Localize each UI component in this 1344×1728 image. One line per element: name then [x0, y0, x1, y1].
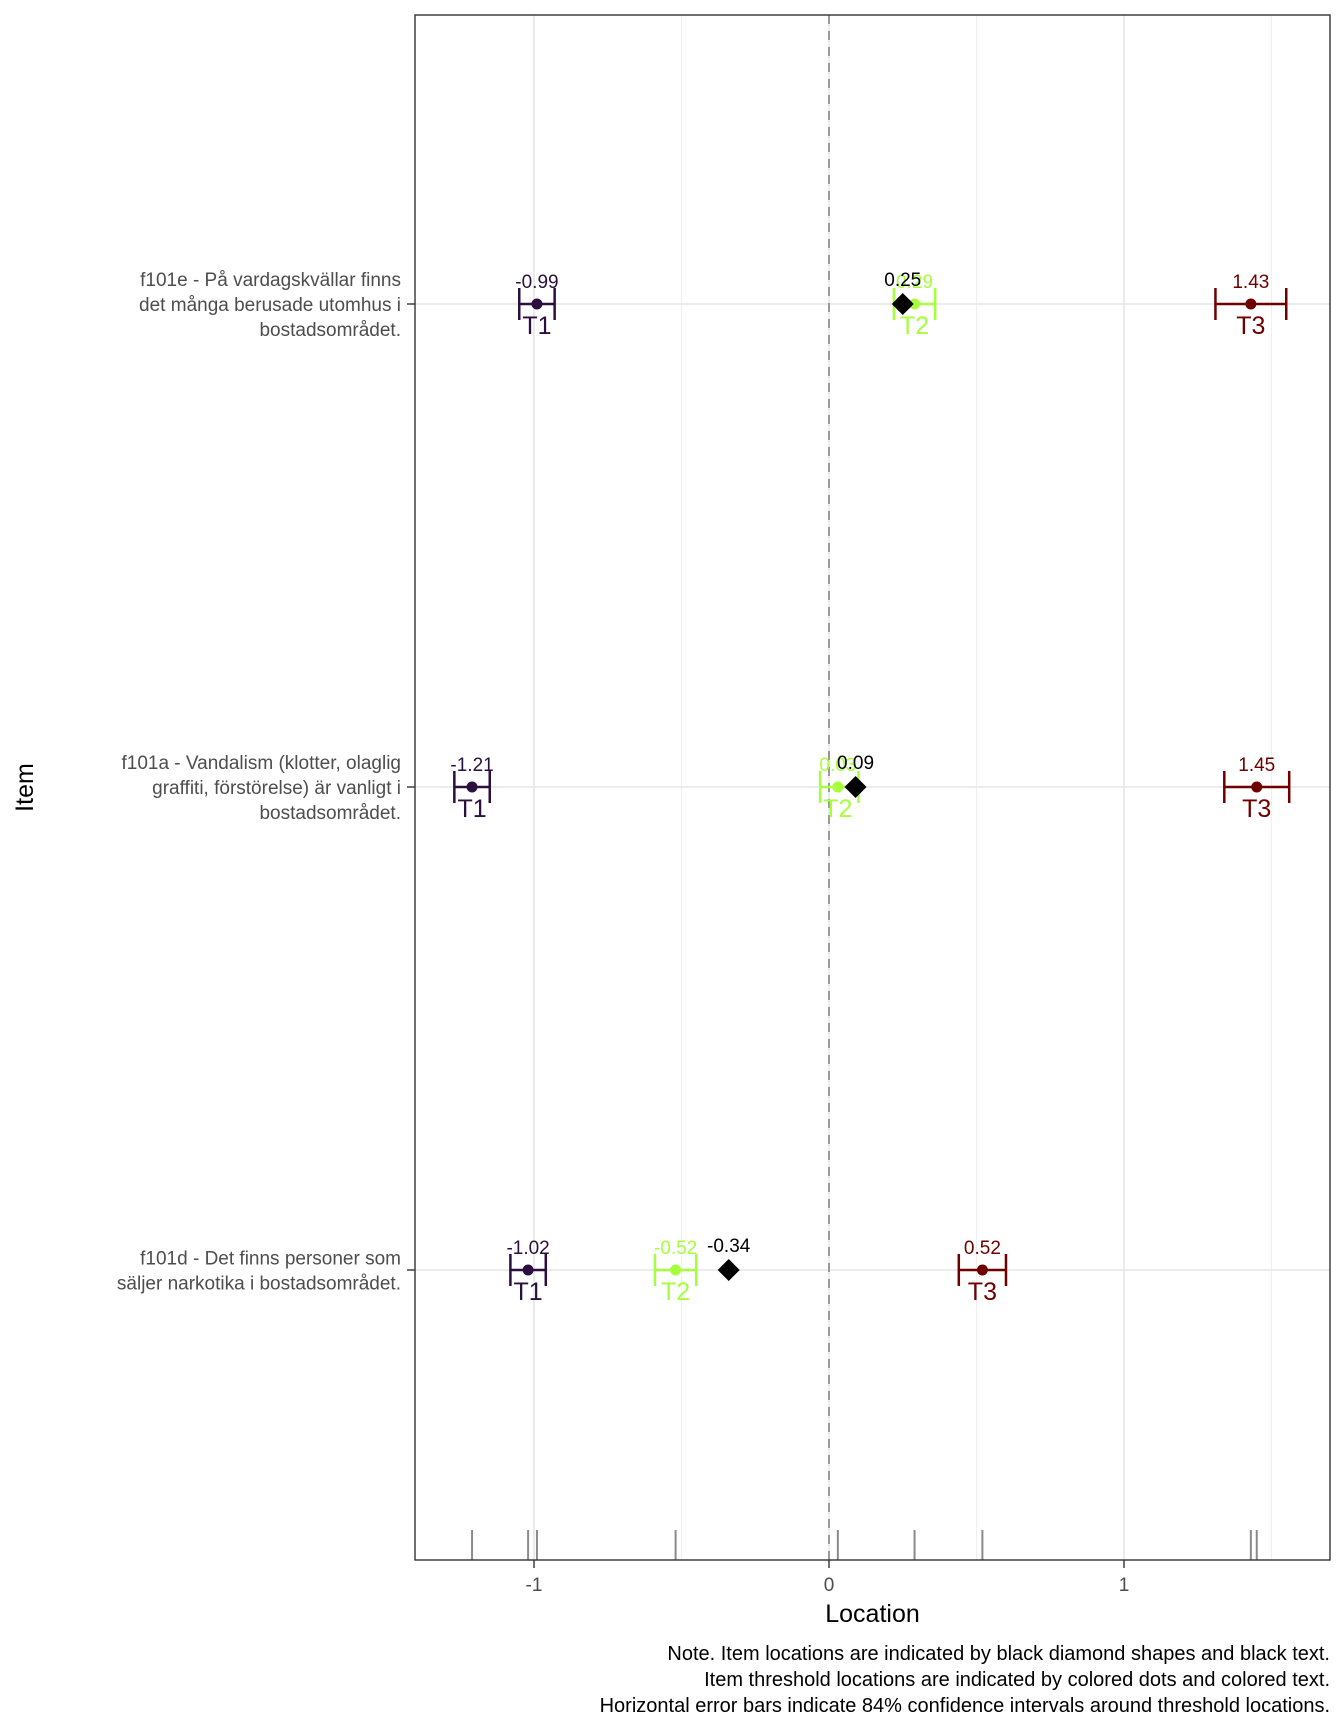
note-line-1: Note. Item locations are indicated by bl… [667, 1643, 1330, 1665]
y-axis: f101e - På vardagskvällar finns det många… [117, 270, 415, 1295]
note-line-3: Horizontal error bars indicate 84% confi… [600, 1695, 1330, 1717]
threshold-point [832, 781, 844, 793]
threshold-point [670, 1264, 682, 1276]
item-location-diamond [891, 293, 914, 315]
item-label-line: graffiti, förstörelse) är vanligt i [152, 778, 401, 799]
item-label-line: f101d - Det finns personer som [140, 1249, 401, 1270]
y-axis-title: Item [11, 763, 39, 812]
data-marks: -0.99 T1 0.29 T2 1.43 T3 0.25 -1.21 T1 0.03 T2 1.45… [450, 270, 1291, 1306]
threshold-value-label: -0.52 [654, 1238, 697, 1259]
item-location-label: 0.25 [884, 270, 921, 291]
threshold-name-label: T2 [661, 1278, 690, 1306]
threshold-value-label: 1.45 [1238, 755, 1275, 776]
threshold-name-label: T3 [968, 1278, 997, 1306]
item-label-line: f101a - Vandalism (klotter, olaglig [121, 753, 401, 774]
threshold-point [522, 1264, 534, 1276]
rug-marks [471, 1530, 1258, 1560]
item-location-diamond [717, 1259, 740, 1281]
threshold-value-label: -1.21 [450, 755, 493, 776]
threshold-value-label: -1.02 [506, 1238, 549, 1259]
threshold-name-label: T3 [1236, 312, 1265, 340]
threshold-value-label: 0.52 [964, 1238, 1001, 1259]
threshold-value-label: 1.43 [1232, 272, 1269, 293]
item-label-line: bostadsområdet. [259, 320, 401, 341]
item-location-diamond [844, 776, 867, 798]
threshold-point [976, 1264, 988, 1276]
item-label-line: det många berusade utomhus i [139, 295, 401, 316]
x-axis: -1 0 1 [526, 1560, 1130, 1596]
note-line-2: Item threshold locations are indicated b… [704, 1669, 1330, 1691]
x-tick-label: 0 [824, 1575, 835, 1596]
item-label-line: säljer narkotika i bostadsområdet. [117, 1274, 401, 1295]
threshold-value-label: -0.99 [515, 272, 558, 293]
threshold-name-label: T2 [900, 312, 929, 340]
x-tick-label: -1 [526, 1575, 543, 1596]
threshold-name-label: T2 [823, 795, 852, 823]
threshold-name-label: T1 [522, 312, 551, 340]
item-location-label: -0.34 [707, 1236, 751, 1257]
threshold-name-label: T1 [514, 1278, 543, 1306]
threshold-value-label: 0.29 [896, 272, 933, 293]
x-axis-title: Location [825, 1600, 920, 1628]
item-label-line: f101e - På vardagskvällar finns [140, 270, 401, 291]
threshold-point [1245, 298, 1257, 310]
x-tick-label: 1 [1119, 1575, 1130, 1596]
threshold-point [466, 781, 478, 793]
threshold-name-label: T1 [457, 795, 486, 823]
threshold-name-label: T3 [1242, 795, 1271, 823]
threshold-point [909, 298, 921, 310]
item-label-line: bostadsområdet. [259, 803, 401, 824]
item-location-label: 0.09 [837, 753, 874, 774]
threshold-point [531, 298, 543, 310]
threshold-point [1251, 781, 1263, 793]
threshold-value-label: 0.03 [819, 755, 856, 776]
